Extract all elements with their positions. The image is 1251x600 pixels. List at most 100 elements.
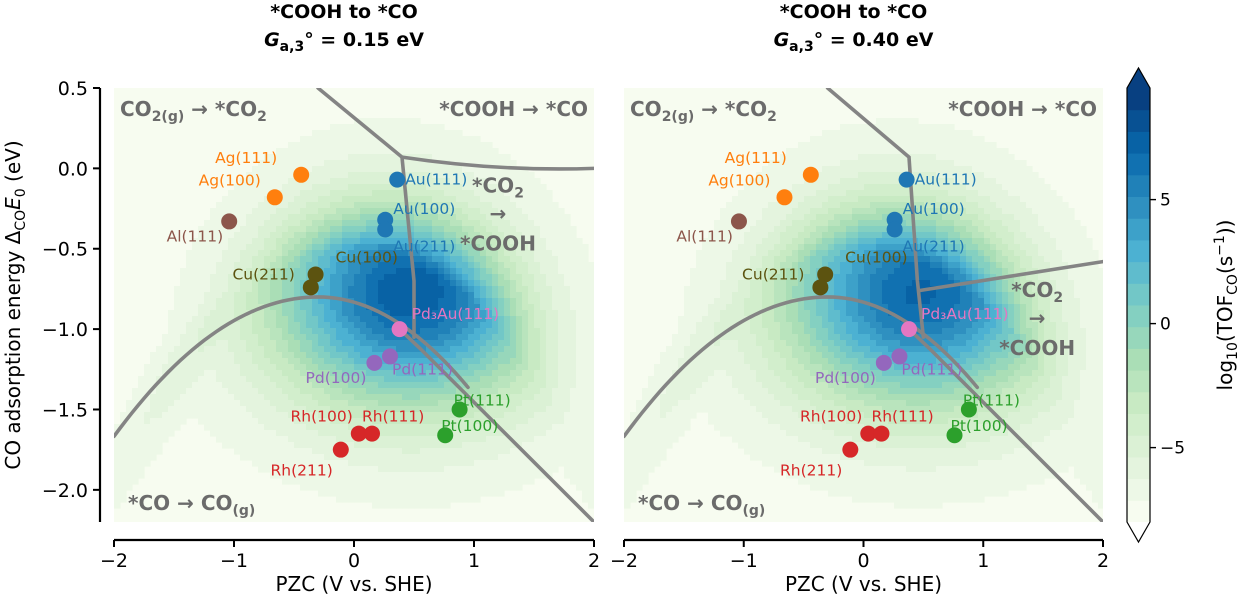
point-pd-au-111- [901, 321, 918, 338]
point-label: Au(111) [405, 171, 467, 189]
x-axis-label-1: PZC (V vs. SHE) [275, 572, 432, 596]
region-label-co-desorption: *CO → CO(g) [128, 491, 255, 519]
x-tick-label: −2 [610, 550, 638, 572]
point-al-111- [730, 213, 747, 230]
colorbar-tick-label: −5 [1160, 439, 1185, 459]
region-label-co-desorption: *CO → CO(g) [638, 491, 765, 519]
point-label: Au(211) [393, 237, 455, 255]
co2-cooh-boundary [917, 259, 1103, 293]
point-pd-au-111- [391, 321, 408, 338]
point-cu-100- [307, 266, 324, 283]
point-rh-211- [332, 441, 349, 458]
point-label: Pd₃Au(111) [412, 305, 500, 323]
colorbar-band [1127, 305, 1150, 328]
point-pd-100- [875, 354, 892, 371]
heatmap-2 [624, 88, 1103, 522]
y-axis-label: CO adsorption energy ΔCOE0 (eV) [1, 140, 29, 469]
point-label: Rh(100) [291, 408, 353, 426]
colorbar-band [1127, 218, 1150, 241]
y-tick-label: −1.0 [42, 319, 88, 341]
desorption-boundary [397, 327, 594, 522]
point-label: Ag(111) [725, 149, 787, 167]
point-label: Cu(100) [336, 248, 398, 266]
point-label: Pt(111) [454, 391, 511, 409]
colorbar-band [1127, 261, 1150, 284]
colorbar-band [1127, 174, 1150, 197]
point-label: Ag(111) [215, 149, 277, 167]
title-line2: Ga,3° = 0.15 eV [264, 29, 424, 55]
x-tick-label: −1 [730, 550, 758, 572]
x-tick-label: 2 [588, 550, 600, 572]
point-label: Pd₃Au(111) [921, 305, 1009, 323]
colorbar-top-extend [1127, 68, 1150, 88]
panel-1: CO2(g) → *CO2 *COOH → *CO *CO2→ *COOH *CO → … [1, 1, 600, 596]
colorbar-band [1127, 326, 1150, 349]
point-cu-211- [302, 279, 319, 296]
point-pd-111- [891, 348, 908, 365]
point-label: Ag(100) [199, 171, 261, 189]
colorbar-band [1127, 435, 1150, 458]
x-tick-label: 1 [468, 550, 480, 572]
region-label-co2-to-cooh-line1: *CO2 [472, 173, 524, 201]
point-al-111- [221, 213, 238, 230]
region-label-co2-to-co2ads: CO2(g) → *CO2 [630, 97, 777, 125]
point-label: Pt(100) [951, 417, 1008, 435]
point-cu-100- [817, 266, 834, 283]
cooh-boundary [825, 88, 926, 339]
colorbar-band [1127, 478, 1150, 501]
colorbar-bottom-extend [1127, 522, 1150, 542]
point-label: Pd(100) [306, 369, 367, 387]
y-tick-label: −2.0 [42, 480, 88, 502]
point-label: Pd(111) [392, 360, 453, 378]
region-label-co2-to-cooh-arrow: → [490, 201, 507, 225]
point-pt-100- [946, 427, 963, 444]
heatmap-1 [114, 88, 594, 522]
point-label: Al(111) [676, 227, 733, 245]
region-label-co2-to-cooh-line3: *COOH [999, 336, 1075, 360]
scatter-points-2: Ag(111) Ag(100) Al(111) Au(111) Au(100) Au(21… [676, 149, 1020, 480]
region-label-co2-to-cooh-line1: *CO2 [1011, 278, 1063, 306]
title-line2: Ga,3° = 0.40 eV [774, 29, 934, 55]
point-ag-111- [802, 166, 819, 183]
colorbar-band [1127, 283, 1150, 306]
point-au-111- [389, 171, 406, 188]
region-label-co2-to-cooh-line3: *COOH [460, 231, 536, 255]
y-tick-label: −1.5 [42, 399, 88, 421]
title-line1: *COOH to *CO [780, 1, 927, 23]
parabola-boundary [624, 295, 980, 439]
region-label-co2-to-cooh-arrow: → [1029, 306, 1046, 330]
title-line1: *COOH to *CO [270, 1, 417, 23]
colorbar-label: log10(TOFCO(s−1)) [1212, 220, 1241, 391]
point-ag-111- [293, 166, 310, 183]
colorbar-band [1127, 153, 1150, 176]
point-label: Cu(211) [232, 265, 294, 283]
point-rh-100- [860, 425, 877, 442]
colorbar-band [1127, 88, 1150, 111]
point-label: Rh(211) [271, 462, 333, 480]
point-rh-211- [842, 441, 859, 458]
point-label: Pd(100) [815, 369, 876, 387]
x-tick-label: −2 [100, 550, 128, 572]
point-au-211- [886, 221, 903, 238]
x-tick-label: 0 [348, 550, 360, 572]
point-rh-111- [873, 425, 890, 442]
colorbar-band [1127, 500, 1150, 523]
point-rh-111- [364, 425, 380, 442]
point-label: Pt(111) [963, 391, 1020, 409]
point-ag-100- [266, 189, 283, 206]
point-ag-100- [776, 189, 793, 206]
x-tick-label: −1 [220, 550, 248, 572]
point-label: Pd(111) [901, 360, 962, 378]
point-label: Rh(111) [871, 408, 933, 426]
colorbar-band [1127, 391, 1150, 414]
panel-2: CO2(g) → *CO2 *COOH → *CO *CO2→ *COOH *CO → … [610, 1, 1109, 596]
region-label-co2-to-co2ads: CO2(g) → *CO2 [120, 97, 267, 125]
x-tick-label: 2 [1097, 550, 1109, 572]
x-tick-label: 1 [977, 550, 989, 572]
boundary-lines-1 [114, 88, 594, 522]
colorbar-band [1127, 196, 1150, 219]
desorption-boundary [907, 327, 1103, 522]
x-axis-2: −2 −1 0 1 2 PZC (V vs. SHE) [610, 538, 1109, 596]
y-axis: 0.5 0.0 −0.5 −1.0 −1.5 −2.0 CO adsorption ener… [1, 78, 102, 522]
